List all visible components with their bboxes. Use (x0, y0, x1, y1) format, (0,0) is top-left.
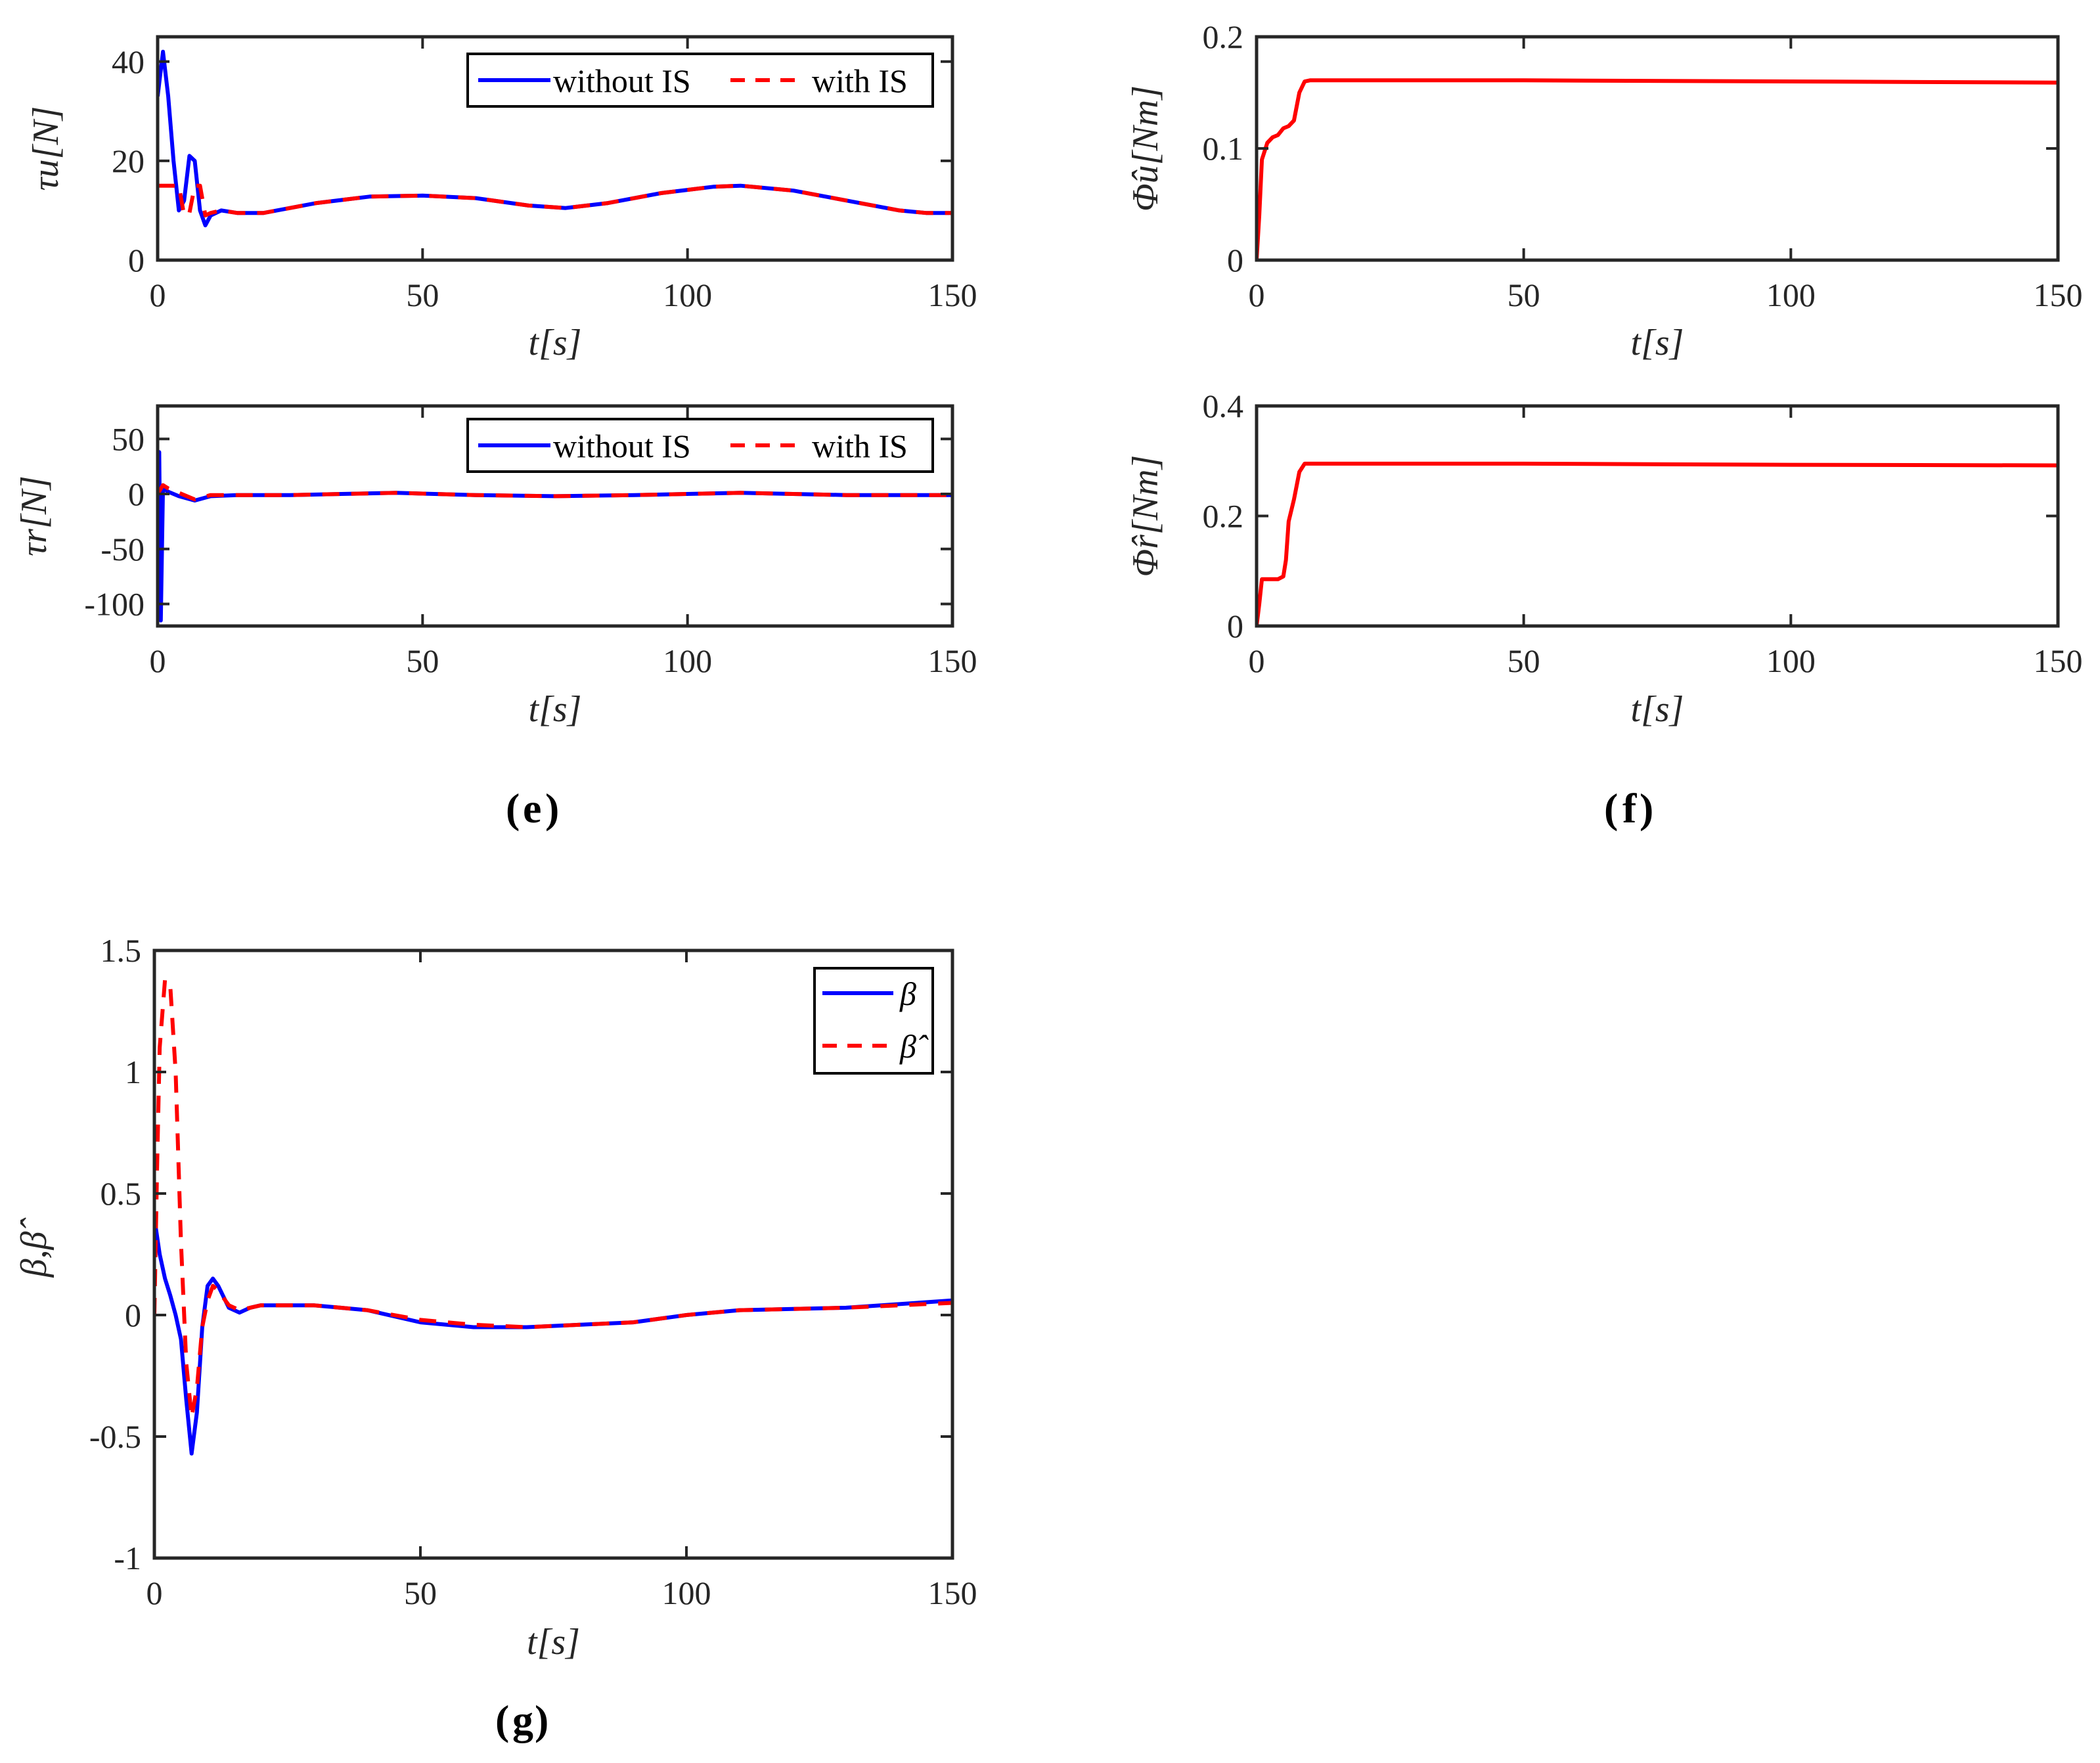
tau-u-plot-frame (156, 35, 954, 262)
beta-xlabel: t[s] (527, 1622, 580, 1663)
beta-ytick-label: 0.5 (101, 1175, 142, 1212)
tau-u-ytick-label: 0 (128, 242, 145, 279)
tau-r-axes: 0 50 100 150 -100 -50 0 50 t[s] τr[N] (14, 404, 977, 730)
tau-u-axes: 0 50 100 150 0 20 40 t[s] τu[N] (26, 35, 977, 363)
phi-u-xtick-label: 150 (2034, 277, 2083, 313)
panel-label-g: ( g ) (495, 1697, 548, 1743)
phi-u-ytick-label: 0.1 (1203, 130, 1244, 167)
phi-u-xtick-label: 50 (1508, 277, 1540, 313)
phi-r-ytick-label: 0 (1227, 608, 1243, 644)
beta-ytick-label: 0 (125, 1297, 141, 1333)
tau-r-ytick-label: -100 (84, 586, 145, 623)
tau-r-xtick-label: 100 (663, 642, 712, 679)
phi-r-series-group (1257, 461, 2058, 626)
panel-label-f: ( f ) (1604, 785, 1653, 832)
beta-legend-box (813, 967, 934, 1075)
beta-xtick-label: 100 (662, 1574, 711, 1611)
phi-u-axes: 0 50 100 150 0 0.1 0.2 t[s] Φ̂u[Nm] (1125, 18, 2083, 363)
panel-label-g-close: ) (535, 1697, 548, 1743)
tau-r-ytick-label: -50 (101, 531, 145, 568)
tau-r-xtick-label: 50 (406, 642, 439, 679)
phi-r-xtick-label: 50 (1508, 642, 1540, 679)
tau-r-legend-label-without-is: without IS (553, 428, 691, 464)
beta-ylabel: β,β̂ (14, 1218, 55, 1278)
phi-r-axes: 0 50 100 150 0 0.2 0.4 t[s] Φ̂r[Nm] (1125, 388, 2083, 730)
tau-u-xlabel: t[s] (529, 323, 582, 363)
tau-u-xtick-label: 100 (663, 277, 712, 313)
beta-legend: β β̂ (813, 967, 934, 1075)
beta-ytick-label: 1.5 (101, 932, 142, 969)
beta-ytick-label: -1 (114, 1540, 141, 1576)
tau-u-xtick-label: 0 (150, 277, 166, 313)
tau-r-series-primary-line (158, 450, 952, 623)
phi-r-ytick-label: 0.2 (1203, 498, 1244, 535)
tau-r-legend: without IS with IS (466, 418, 934, 473)
tau-u-xtick-label: 150 (928, 277, 977, 313)
panel-label-e-close: ) (545, 785, 559, 832)
tau-r-ytick-label: 0 (128, 476, 145, 512)
beta-series-group (154, 977, 952, 1456)
tau-r-plot-frame (156, 404, 954, 628)
panel-label-e-text: e (523, 785, 541, 832)
panel-label-g-text: g (512, 1697, 533, 1743)
tau-u-legend: without IS with IS (466, 53, 934, 108)
phi-r-ytick-label: 0.4 (1203, 388, 1244, 424)
phi-r-xtick-label: 0 (1249, 642, 1265, 679)
beta-ytick-label: 1 (125, 1054, 141, 1090)
beta-legend-label-beta: β (899, 975, 916, 1012)
beta-xtick-label: 150 (928, 1574, 977, 1611)
tau-u-legend-label-with-is: with IS (812, 62, 908, 99)
panel-label-f-close: ) (1640, 785, 1653, 832)
tau-u-series-group (158, 49, 952, 228)
beta-series-secondary-line (154, 977, 952, 1419)
tau-r-series-secondary-line (158, 483, 952, 502)
phi-u-ytick-label: 0 (1227, 242, 1243, 279)
panel-label-f-text: f (1622, 785, 1637, 832)
phi-u-xtick-label: 100 (1766, 277, 1816, 313)
phi-u-ytick-label: 0.2 (1203, 18, 1244, 55)
tau-r-xtick-label: 0 (150, 642, 166, 679)
beta-xtick-label: 0 (146, 1574, 163, 1611)
tau-r-xlabel: t[s] (529, 689, 582, 730)
panel-label-g-open: ( (495, 1697, 509, 1743)
beta-ytick-label: -0.5 (89, 1418, 141, 1455)
beta-xtick-label: 50 (404, 1574, 437, 1611)
panel-label-e-open: ( (506, 785, 520, 832)
tau-r-ytick-label: 50 (112, 420, 145, 457)
phi-u-xlabel: t[s] (1631, 323, 1684, 363)
tau-r-series-group (158, 450, 952, 623)
phi-u-series-primary-line (1257, 78, 2058, 260)
phi-r-plot-frame (1255, 404, 2060, 628)
phi-u-xtick-label: 0 (1249, 277, 1265, 313)
tau-u-ytick-label: 20 (112, 143, 145, 179)
phi-r-series-primary-line (1257, 461, 2058, 626)
phi-u-series-group (1257, 78, 2058, 260)
tau-u-ylabel: τu[N] (26, 106, 66, 191)
phi-r-xtick-label: 150 (2034, 642, 2083, 679)
tau-u-ytick-label: 40 (112, 43, 145, 80)
tau-u-series-secondary-line (158, 183, 952, 217)
phi-r-xtick-label: 100 (1766, 642, 1816, 679)
panel-label-f-open: ( (1604, 785, 1618, 832)
panel-label-e: ( e ) (506, 785, 559, 832)
tau-r-ylabel: τr[N] (14, 476, 55, 556)
phi-u-ylabel: Φ̂u[Nm] (1125, 85, 1166, 212)
beta-series-primary-line (154, 1217, 952, 1456)
tau-u-xtick-label: 50 (406, 277, 439, 313)
phi-r-xlabel: t[s] (1631, 689, 1684, 730)
tau-r-xtick-label: 150 (928, 642, 977, 679)
tau-u-legend-label-without-is: without IS (553, 62, 691, 99)
phi-r-ylabel: Φ̂r[Nm] (1125, 455, 1166, 577)
beta-plot-frame (152, 948, 954, 1560)
phi-u-plot-frame (1255, 35, 2060, 262)
tau-r-legend-label-with-is: with IS (812, 428, 908, 464)
